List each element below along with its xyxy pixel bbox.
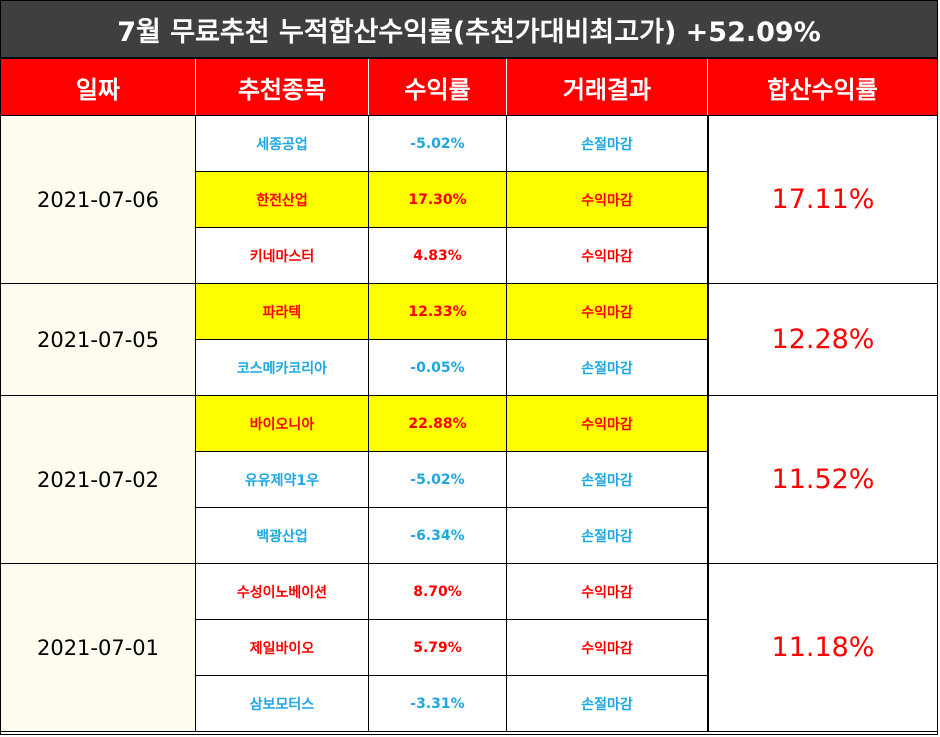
- date-cell: 2021-07-06: [1, 116, 196, 284]
- return-rate-cell: 22.88%: [369, 396, 507, 452]
- stock-name-cell: 수성이노베이션: [196, 564, 369, 620]
- date-cell: 2021-07-02: [1, 396, 196, 564]
- date-cell: 2021-07-05: [1, 284, 196, 396]
- stock-name-cell: 바이오니아: [196, 396, 369, 452]
- trade-result-cell: 손절마감: [507, 452, 708, 508]
- return-rate-cell: 8.70%: [369, 564, 507, 620]
- trade-result-cell: 손절마감: [507, 116, 708, 172]
- trade-result-cell: 수익마감: [507, 396, 708, 452]
- return-rate-cell: -6.34%: [369, 508, 507, 564]
- table-body: 2021-07-06 17.11% 세종공업 -5.02% 손절마감 한전산업 17.30%…: [1, 116, 937, 734]
- return-rate-cell: 12.33%: [369, 284, 507, 340]
- trade-result-cell: 손절마감: [507, 676, 708, 732]
- stock-name-cell: 유유제약1우: [196, 452, 369, 508]
- stock-name-cell: 한전산업: [196, 172, 369, 228]
- return-rate-cell: -5.02%: [369, 452, 507, 508]
- total-return-cell: 17.11%: [708, 116, 937, 284]
- stock-name-cell: 파라텍: [196, 284, 369, 340]
- trade-result-cell: 수익마감: [507, 620, 708, 676]
- stock-name-cell: 키네마스터: [196, 228, 369, 284]
- total-return-cell: 11.18%: [708, 564, 937, 732]
- header-date: 일짜: [1, 59, 196, 115]
- stock-name-cell: 세종공업: [196, 116, 369, 172]
- header-row: 일짜 추천종목 수익률 거래결과 합산수익률: [1, 59, 937, 116]
- return-rate-cell: -3.31%: [369, 676, 507, 732]
- stock-name-cell: 백광산업: [196, 508, 369, 564]
- stock-name-cell: 제일바이오: [196, 620, 369, 676]
- stock-name-cell: 코스메카코리아: [196, 340, 369, 396]
- header-rate: 수익률: [369, 59, 507, 115]
- header-stock: 추천종목: [196, 59, 369, 115]
- trade-result-cell: 손절마감: [507, 508, 708, 564]
- return-rate-cell: -0.05%: [369, 340, 507, 396]
- table-title: 7월 무료추천 누적합산수익률(추천가대비최고가) +52.09%: [1, 1, 937, 59]
- trade-result-cell: 손절마감: [507, 340, 708, 396]
- total-return-cell: 12.28%: [708, 284, 937, 396]
- trade-result-cell: 수익마감: [507, 172, 708, 228]
- return-rate-cell: 5.79%: [369, 620, 507, 676]
- trade-result-cell: 수익마감: [507, 284, 708, 340]
- header-result: 거래결과: [507, 59, 708, 115]
- trade-result-cell: 수익마감: [507, 228, 708, 284]
- return-rate-cell: 17.30%: [369, 172, 507, 228]
- stock-name-cell: 삼보모터스: [196, 676, 369, 732]
- return-rate-cell: -5.02%: [369, 116, 507, 172]
- header-total: 합산수익률: [767, 75, 878, 104]
- date-cell: 2021-07-01: [1, 564, 196, 732]
- return-rate-cell: 4.83%: [369, 228, 507, 284]
- total-return-cell: 11.52%: [708, 396, 937, 564]
- trade-result-cell: 수익마감: [507, 564, 708, 620]
